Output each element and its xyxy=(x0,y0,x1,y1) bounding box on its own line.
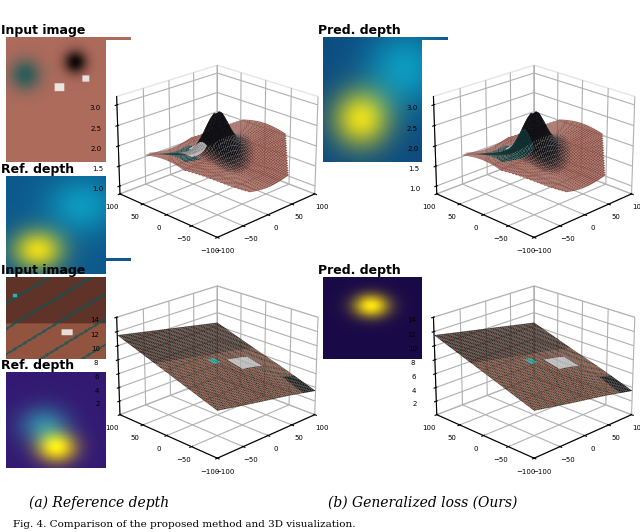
Text: Fig. 4. Comparison of the proposed method and 3D visualization.: Fig. 4. Comparison of the proposed metho… xyxy=(13,520,355,529)
Text: Input image: Input image xyxy=(1,24,86,37)
Text: Pred. depth: Pred. depth xyxy=(318,264,401,277)
Text: Input image: Input image xyxy=(1,264,86,277)
Text: Ref. depth: Ref. depth xyxy=(1,163,74,176)
Text: (b) Generalized loss (Ours): (b) Generalized loss (Ours) xyxy=(328,496,517,510)
Text: Ref. depth: Ref. depth xyxy=(1,360,74,372)
Text: (a) Reference depth: (a) Reference depth xyxy=(29,496,169,510)
Text: Pred. depth: Pred. depth xyxy=(318,24,401,37)
